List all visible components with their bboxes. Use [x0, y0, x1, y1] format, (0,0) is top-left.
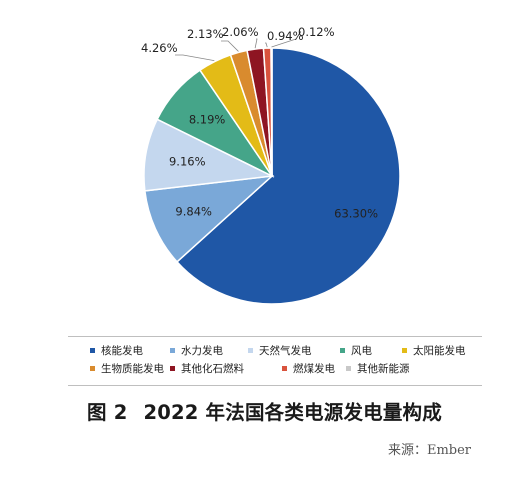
slice-label: 63.30% [334, 206, 378, 220]
figure-caption: 图 2 2022 年法国各类电源发电量构成 [0, 396, 529, 425]
legend-item: 其他化石燃料 [170, 362, 244, 376]
slice-label: 8.19% [189, 113, 226, 127]
legend-label: 风电 [351, 345, 372, 357]
legend-swatch [170, 347, 175, 353]
legend-swatch [340, 347, 345, 353]
legend-item: 风电 [340, 344, 372, 358]
legend-swatch [90, 347, 95, 353]
slice-label: 4.26% [141, 41, 178, 55]
legend-label: 水力发电 [181, 345, 223, 357]
figure-number: 图 2 [87, 401, 128, 424]
legend-label: 其他新能源 [357, 363, 410, 375]
legend-swatch [170, 365, 175, 371]
legend-swatch [346, 365, 351, 371]
pie-slice [270, 47, 273, 177]
leader-line [221, 40, 239, 52]
legend-item: 其他新能源 [346, 362, 410, 376]
legend-label: 燃煤发电 [293, 363, 335, 375]
legend-label: 生物质能发电 [101, 363, 164, 375]
legend-label: 天然气发电 [259, 345, 312, 357]
legend-item: 天然气发电 [248, 344, 312, 358]
legend-swatch [90, 365, 95, 371]
slice-label: 2.06% [222, 25, 259, 39]
slice-label: 2.13% [187, 27, 224, 41]
legend-item: 核能发电 [90, 344, 143, 358]
legend: 核能发电 水力发电 天然气发电 风电 太阳能发电生物质能发电 其他化石燃料 燃煤发电 其他新能… [68, 336, 482, 386]
pie-chart: 63.30% 9.84% 9.16% 8.19% 4.26% 2.13%2.06% 0.94… [141, 25, 401, 305]
figure-title: 2022 年法国各类电源发电量构成 [143, 401, 442, 424]
legend-swatch [402, 347, 407, 353]
slice-label: 9.16% [169, 154, 206, 168]
leader-line [175, 54, 215, 62]
slice-label: 0.12% [298, 25, 335, 39]
pie-slice [175, 47, 401, 305]
source-note: 来源：Ember [387, 443, 471, 458]
leader-line [271, 38, 297, 48]
legend-item: 生物质能发电 [90, 362, 164, 376]
slice-label: 9.84% [175, 205, 212, 219]
legend-label: 太阳能发电 [413, 345, 466, 357]
slice-label: 0.94% [267, 29, 304, 43]
legend-swatch [248, 347, 253, 353]
legend-item: 太阳能发电 [402, 344, 466, 358]
leader-line [254, 38, 258, 49]
legend-label: 核能发电 [101, 345, 143, 357]
pie-slice [144, 174, 275, 263]
legend-item: 水力发电 [170, 344, 223, 358]
legend-label: 其他化石燃料 [181, 363, 244, 375]
leader-line [265, 42, 268, 48]
legend-swatch [282, 365, 287, 371]
legend-item: 燃煤发电 [282, 362, 335, 376]
